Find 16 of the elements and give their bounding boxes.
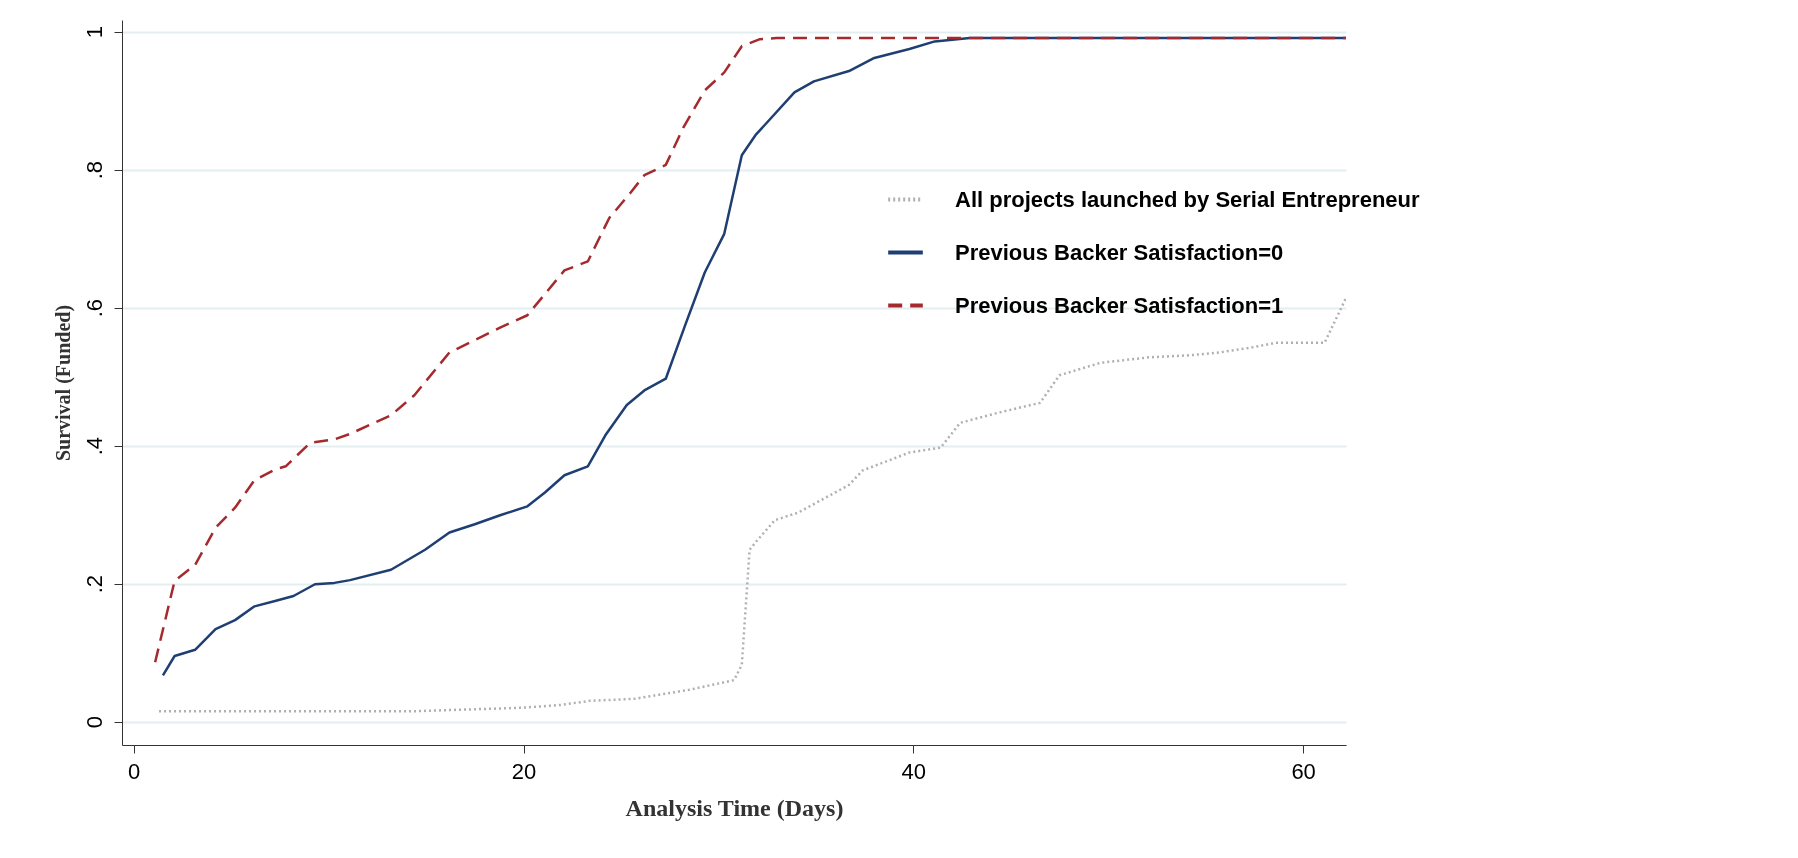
- legend-label: Previous Backer Satisfaction=0: [955, 239, 1284, 265]
- legend-label: All projects launched by Serial Entrepreneur: [955, 186, 1421, 212]
- y-tick-label: .6: [81, 298, 107, 318]
- x-tick-label: 60: [1291, 758, 1316, 784]
- x-tick-label: 0: [128, 758, 141, 784]
- y-axis-title: Survival (Funded): [51, 304, 75, 462]
- x-axis-title: Analysis Time (Days): [625, 794, 844, 821]
- line-series: [157, 296, 1346, 713]
- y-tick-label: .8: [81, 161, 107, 180]
- legend-label: Previous Backer Satisfaction=1: [955, 292, 1284, 318]
- y-tick-label: 1: [81, 26, 107, 39]
- x-tick-label: 40: [901, 758, 927, 784]
- y-tick-label: .4: [81, 436, 107, 456]
- x-tick-label: 20: [511, 758, 537, 784]
- y-tick-label: 0: [81, 715, 107, 729]
- y-tick-label: .2: [81, 574, 107, 594]
